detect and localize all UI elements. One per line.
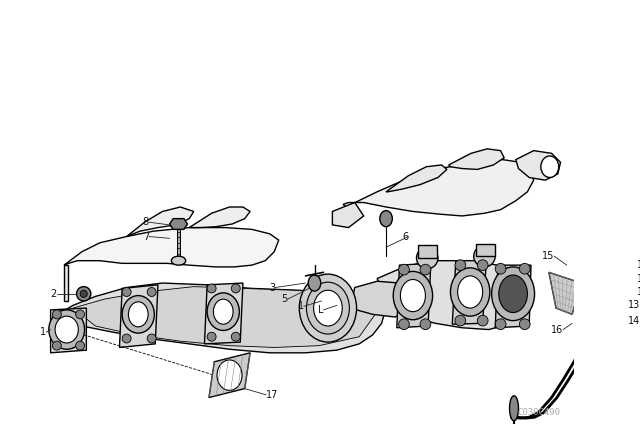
Ellipse shape <box>217 360 242 390</box>
Ellipse shape <box>52 310 61 319</box>
Polygon shape <box>495 265 531 328</box>
Polygon shape <box>350 281 413 317</box>
Ellipse shape <box>300 274 356 342</box>
Text: 13: 13 <box>628 301 640 310</box>
Polygon shape <box>73 287 377 348</box>
Ellipse shape <box>76 341 84 350</box>
Polygon shape <box>204 283 243 344</box>
Polygon shape <box>64 265 68 301</box>
Polygon shape <box>549 272 581 314</box>
Ellipse shape <box>455 260 466 271</box>
Text: 1: 1 <box>298 302 304 311</box>
Text: L: L <box>318 305 323 315</box>
Text: 3: 3 <box>269 283 275 293</box>
Ellipse shape <box>231 284 240 293</box>
Text: C030C490: C030C490 <box>518 408 561 417</box>
Polygon shape <box>51 308 86 353</box>
Text: 15: 15 <box>542 251 554 261</box>
Polygon shape <box>343 159 534 216</box>
Ellipse shape <box>474 246 495 267</box>
Polygon shape <box>452 261 486 324</box>
Text: 16: 16 <box>551 324 563 335</box>
Polygon shape <box>397 263 431 328</box>
Ellipse shape <box>49 310 84 349</box>
Ellipse shape <box>307 282 349 334</box>
Text: 17: 17 <box>266 390 278 400</box>
Polygon shape <box>64 228 278 267</box>
Ellipse shape <box>509 396 518 421</box>
Ellipse shape <box>129 302 148 327</box>
Ellipse shape <box>577 320 588 331</box>
Text: 8: 8 <box>143 217 149 227</box>
Ellipse shape <box>207 332 216 341</box>
Ellipse shape <box>77 287 91 301</box>
Ellipse shape <box>477 260 488 271</box>
Polygon shape <box>189 207 250 228</box>
Ellipse shape <box>495 319 506 330</box>
Ellipse shape <box>492 267 534 321</box>
Ellipse shape <box>477 315 488 326</box>
Ellipse shape <box>499 275 527 313</box>
Polygon shape <box>449 149 504 169</box>
Ellipse shape <box>604 298 615 309</box>
Polygon shape <box>332 202 364 228</box>
Text: 2: 2 <box>51 289 57 299</box>
Ellipse shape <box>420 264 431 275</box>
Ellipse shape <box>380 211 392 227</box>
Ellipse shape <box>308 275 321 291</box>
Polygon shape <box>209 353 250 397</box>
Ellipse shape <box>420 319 431 330</box>
Polygon shape <box>386 165 447 192</box>
Ellipse shape <box>399 319 410 330</box>
Ellipse shape <box>451 268 490 316</box>
Ellipse shape <box>604 266 616 282</box>
Ellipse shape <box>520 319 530 330</box>
Ellipse shape <box>393 271 433 320</box>
Ellipse shape <box>147 288 156 297</box>
Ellipse shape <box>417 247 438 269</box>
Ellipse shape <box>122 334 131 343</box>
Ellipse shape <box>52 341 61 350</box>
Ellipse shape <box>399 264 410 275</box>
Ellipse shape <box>455 315 466 326</box>
Ellipse shape <box>122 296 154 333</box>
Ellipse shape <box>55 316 78 343</box>
Ellipse shape <box>76 310 84 319</box>
Polygon shape <box>377 261 529 330</box>
Polygon shape <box>476 244 495 256</box>
Ellipse shape <box>401 280 426 312</box>
Text: 10: 10 <box>637 260 640 270</box>
Ellipse shape <box>122 288 131 297</box>
Polygon shape <box>120 285 158 348</box>
Polygon shape <box>177 229 180 261</box>
Ellipse shape <box>495 263 506 274</box>
Polygon shape <box>170 219 188 229</box>
Ellipse shape <box>147 334 156 343</box>
Ellipse shape <box>207 293 239 331</box>
Ellipse shape <box>207 284 216 293</box>
Polygon shape <box>419 246 437 258</box>
Ellipse shape <box>314 290 342 326</box>
Text: 7: 7 <box>143 232 149 241</box>
Text: 14: 14 <box>628 316 640 326</box>
Polygon shape <box>51 283 386 353</box>
Text: 5: 5 <box>282 294 287 304</box>
Polygon shape <box>516 151 561 180</box>
Text: 1: 1 <box>40 327 46 337</box>
Text: 6: 6 <box>403 232 408 241</box>
Ellipse shape <box>520 263 530 274</box>
Ellipse shape <box>231 332 240 341</box>
Ellipse shape <box>80 290 87 297</box>
Ellipse shape <box>213 299 233 324</box>
Ellipse shape <box>541 156 559 177</box>
Ellipse shape <box>458 276 483 308</box>
Ellipse shape <box>606 257 619 270</box>
Text: 12: 12 <box>637 287 640 297</box>
Text: 11: 11 <box>637 274 640 284</box>
Polygon shape <box>127 207 194 237</box>
Ellipse shape <box>172 256 186 265</box>
